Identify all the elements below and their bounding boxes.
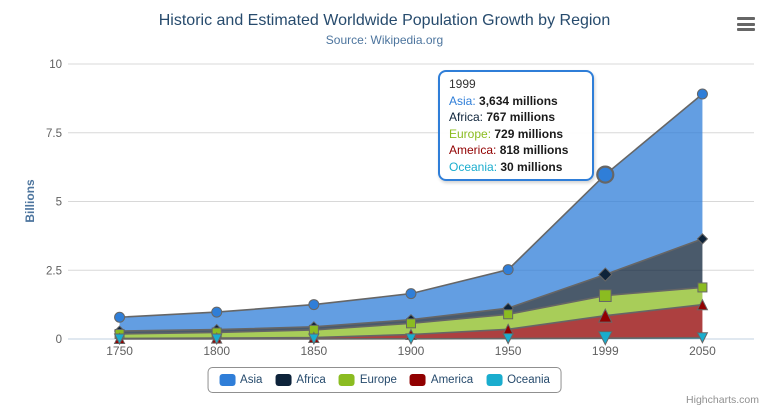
tooltip-header: 1999 <box>449 77 476 91</box>
point-europe-1999[interactable] <box>598 289 612 302</box>
legend: Asia Africa Europe America Oceania <box>207 367 562 393</box>
x-label-1800: 1800 <box>203 344 230 358</box>
x-label-1900: 1900 <box>398 344 425 358</box>
y-axis-title: Billions <box>23 179 37 223</box>
tooltip-series-value: 30 millions <box>500 159 563 174</box>
x-label-1750: 1750 <box>106 344 133 358</box>
point-oceania-1999[interactable] <box>597 331 613 346</box>
point-oceania-1750[interactable] <box>113 333 126 346</box>
point-america-1999[interactable] <box>597 308 613 323</box>
tooltip-row-asia: Asia: 3,634 millions <box>449 93 583 110</box>
tooltip-row-oceania: Oceania: 30 millions <box>449 159 583 176</box>
point-oceania-1950[interactable] <box>502 333 514 345</box>
legend-swatch-icon <box>219 374 236 386</box>
tooltip-series-label: Africa: <box>449 110 487 124</box>
point-europe-2050[interactable] <box>697 282 708 293</box>
legend-swatch-icon <box>486 374 503 386</box>
point-asia-1900[interactable] <box>405 288 417 300</box>
point-asia-1850[interactable] <box>308 299 320 311</box>
legend-item-asia[interactable]: Asia <box>219 374 262 386</box>
point-asia-1950[interactable] <box>502 264 514 276</box>
tooltip-series-label: Asia: <box>449 93 480 108</box>
point-oceania-1800[interactable] <box>210 333 223 346</box>
x-label-2050: 2050 <box>689 344 716 358</box>
legend-swatch-icon <box>338 374 355 386</box>
point-asia-1800[interactable] <box>211 306 223 318</box>
legend-label: Africa <box>296 374 326 386</box>
tooltip-series-value: 3,634 millions <box>479 93 558 108</box>
legend-label: Asia <box>240 374 263 386</box>
point-europe-1900[interactable] <box>406 318 416 329</box>
hamburger-icon <box>737 22 755 26</box>
tooltip-series-value: 767 millions <box>486 110 556 124</box>
series-area-africa[interactable] <box>119 238 703 334</box>
credits-link[interactable]: Highcharts.com <box>686 394 759 406</box>
point-africa-1999[interactable] <box>598 267 613 282</box>
chart-subtitle: Source: Wikipedia.org <box>325 33 444 47</box>
tooltip-row-africa: Africa: 767 millions <box>449 109 583 126</box>
y-label-10: 10 <box>49 59 62 71</box>
y-label-7.5: 7.5 <box>46 128 62 140</box>
point-asia-1999[interactable] <box>596 165 615 184</box>
y-label-5: 5 <box>56 197 62 209</box>
y-label-0: 0 <box>56 334 62 346</box>
x-label-1850: 1850 <box>301 344 328 358</box>
point-america-2050[interactable] <box>696 298 709 311</box>
hamburger-icon <box>737 28 755 31</box>
legend-item-africa[interactable]: Africa <box>275 374 326 386</box>
legend-swatch-icon <box>409 374 426 386</box>
legend-item-america[interactable]: America <box>409 374 474 386</box>
legend-label: America <box>430 374 474 386</box>
point-europe-1950[interactable] <box>503 309 514 320</box>
legend-item-europe[interactable]: Europe <box>338 374 397 386</box>
tooltip-series-value: 818 millions <box>499 143 569 157</box>
tooltip-row-america: America: 818 millions <box>449 142 583 159</box>
y-label-2.5: 2.5 <box>46 265 62 277</box>
point-oceania-1900[interactable] <box>405 333 417 345</box>
tooltip-series-value: 729 millions <box>494 126 564 141</box>
series-area-asia[interactable] <box>119 94 703 332</box>
point-oceania-1850[interactable] <box>308 333 320 346</box>
point-oceania-2050[interactable] <box>696 332 709 344</box>
x-label-1999: 1999 <box>592 344 619 358</box>
point-asia-1750[interactable] <box>114 311 126 323</box>
series-area-america[interactable] <box>119 304 703 339</box>
hamburger-icon <box>737 17 755 20</box>
legend-item-oceania[interactable]: Oceania <box>486 374 550 386</box>
chart-title: Historic and Estimated Worldwide Populat… <box>158 12 611 29</box>
point-asia-2050[interactable] <box>696 88 708 100</box>
tooltip: 1999 Asia: 3,634 millions Africa: 767 mil… <box>438 70 594 181</box>
tooltip-row-europe: Europe: 729 millions <box>449 126 583 143</box>
point-africa-2050[interactable] <box>696 233 709 245</box>
x-label-1950: 1950 <box>495 344 522 358</box>
legend-label: Oceania <box>507 374 550 386</box>
export-menu-button[interactable] <box>737 17 755 31</box>
tooltip-series-label: America: <box>449 143 500 157</box>
tooltip-series-label: Europe: <box>449 126 495 141</box>
legend-label: Europe <box>359 374 397 386</box>
legend-swatch-icon <box>275 374 292 386</box>
tooltip-series-label: Oceania: <box>449 159 501 174</box>
